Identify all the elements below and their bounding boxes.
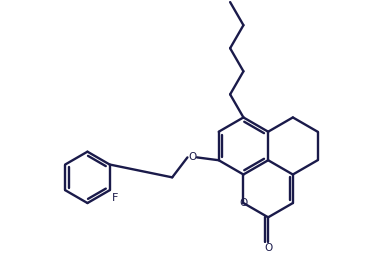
Text: O: O: [239, 198, 248, 208]
Text: O: O: [188, 152, 196, 162]
Text: O: O: [264, 243, 272, 252]
Text: F: F: [111, 193, 118, 203]
